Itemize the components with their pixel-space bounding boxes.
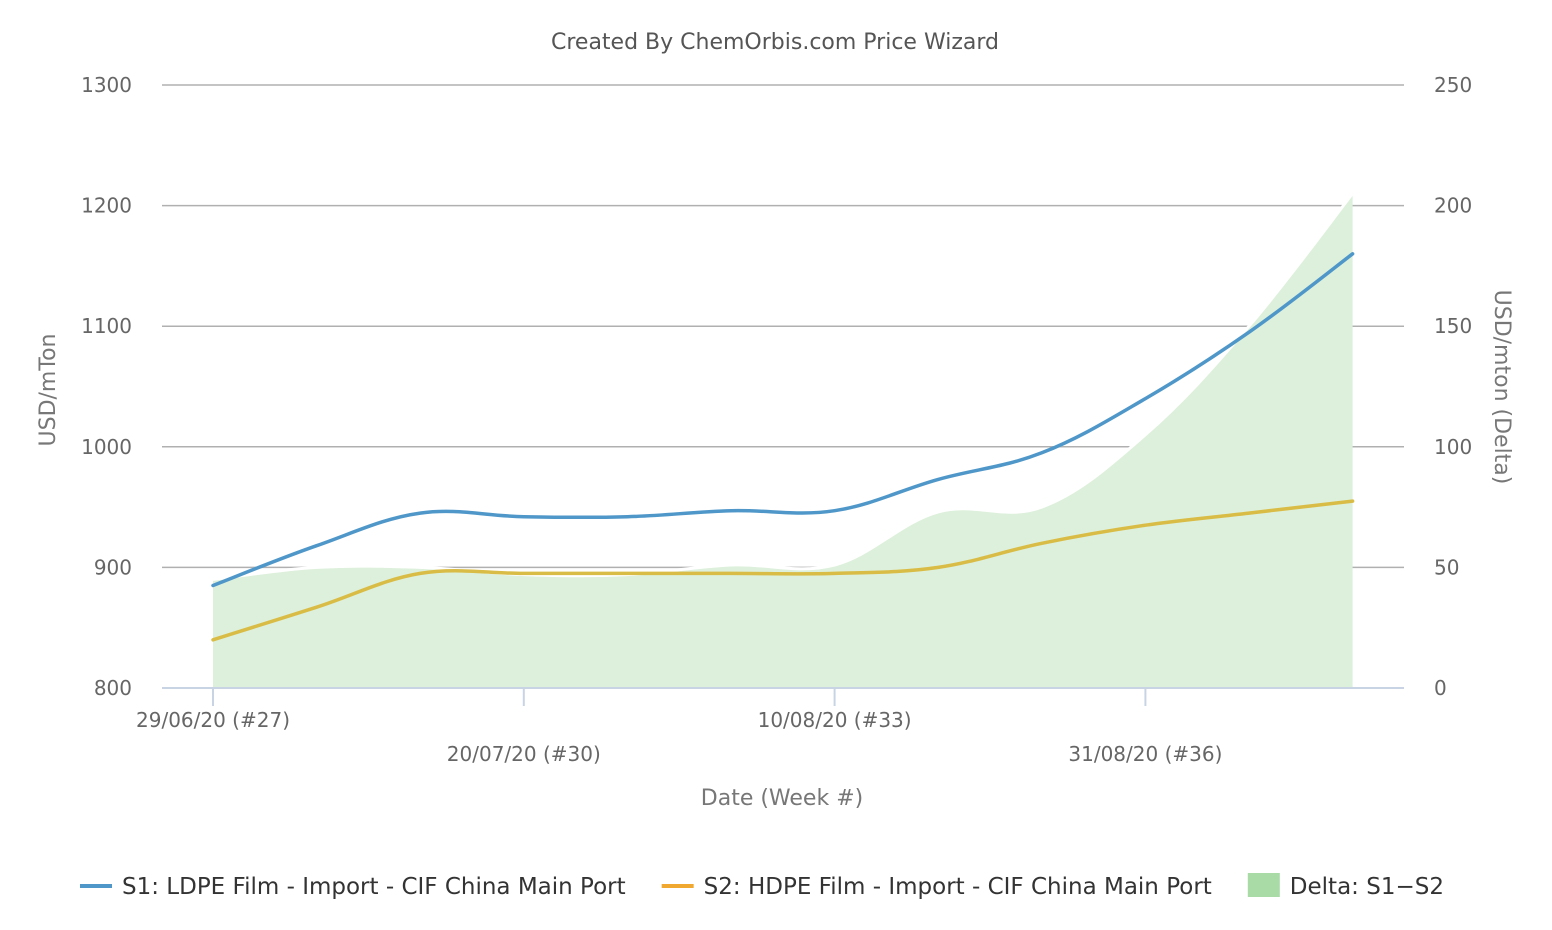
y2-tick-label: 0 — [1434, 676, 1447, 700]
delta-area-layer — [212, 192, 1354, 688]
x-tick-label: 10/08/20 (#33) — [758, 708, 912, 732]
y-tick-label: 1200 — [81, 194, 132, 218]
x-axis-title: Date (Week #) — [701, 786, 863, 811]
legend-entry-label: S1: LDPE Film - Import - CIF China Main … — [122, 874, 626, 900]
y-tick-label: 1100 — [81, 314, 132, 338]
delta-area-edge — [212, 192, 1354, 581]
y-axis-title: USD/mTon — [36, 334, 61, 447]
legend-entry-label: Delta: S1−S2 — [1290, 874, 1444, 900]
y2-tick-label: 200 — [1434, 194, 1472, 218]
legend: S1: LDPE Film - Import - CIF China Main … — [80, 873, 1444, 900]
x-tick-label: 20/07/20 (#30) — [447, 742, 601, 766]
series-lines-layer — [211, 252, 1355, 642]
y-tick-label: 1000 — [81, 435, 132, 459]
y-tick-label: 900 — [94, 555, 132, 579]
series-line-s2 — [211, 499, 1355, 642]
y2-tick-label: 150 — [1434, 314, 1472, 338]
y2-tick-label: 250 — [1434, 73, 1472, 97]
y-tick-label: 800 — [94, 676, 132, 700]
y2-tick-label: 50 — [1434, 555, 1459, 579]
axes: 800 900 1000 1100 1200 1300 0 50 100 150 200 250 29/… — [81, 73, 1472, 766]
y2-tick-label: 100 — [1434, 435, 1472, 459]
x-tick-label: 31/08/20 (#36) — [1068, 742, 1222, 766]
y-tick-label: 1300 — [81, 73, 132, 97]
chart-title: Created By ChemOrbis.com Price Wizard — [551, 30, 999, 55]
legend-entry-label: S2: HDPE Film - Import - CIF China Main … — [704, 874, 1212, 900]
series-line-s1 — [211, 252, 1355, 588]
legend-swatch-delta — [1247, 873, 1280, 897]
y2-axis-title: USD/mton (Delta) — [1489, 290, 1514, 485]
x-tick-label: 29/06/20 (#27) — [136, 708, 290, 732]
delta-area — [213, 193, 1353, 688]
